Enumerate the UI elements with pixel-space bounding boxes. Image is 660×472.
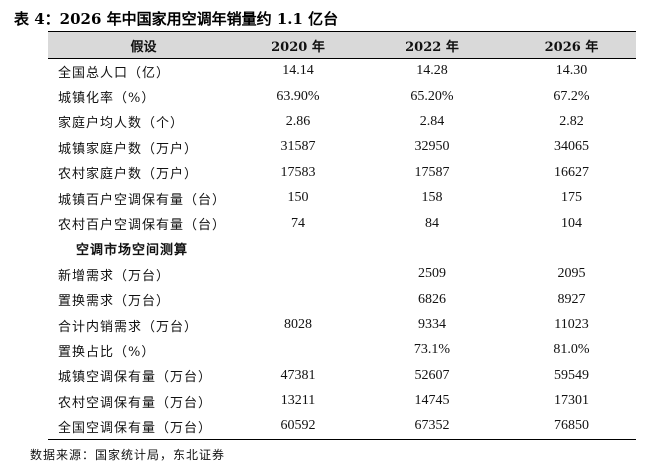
row-label: 城镇百户空调保有量（台） (58, 192, 227, 208)
row-label: 农村百户空调保有量（台） (58, 218, 227, 234)
row-label: 合计内销需求（万台） (58, 319, 199, 335)
cell-value: 34065 (554, 139, 589, 155)
cell-value: 2095 (557, 266, 586, 282)
cell-value (239, 338, 357, 363)
cell-value: 150 (287, 190, 309, 206)
data-table: 假设 2020 年 2022 年 2026 年 全国总人口（亿） 14.14 14.… (48, 31, 636, 440)
cell-value: 2.84 (419, 113, 445, 129)
row-label: 置换占比（%） (58, 344, 156, 360)
table-row: 城镇家庭户数（万户） 31587 32950 34065 (48, 135, 636, 160)
header-2020: 2020 年 (239, 31, 357, 59)
row-label: 城镇化率（%） (58, 91, 156, 107)
table-row: 城镇空调保有量（万台） 47381 52607 59549 (48, 363, 636, 388)
cell-value: 175 (561, 190, 582, 206)
cell-value: 104 (561, 215, 582, 231)
cell-value: 52607 (414, 367, 450, 383)
cell-value: 32950 (414, 139, 450, 155)
cell-value: 2509 (418, 266, 446, 282)
cell-value: 8927 (557, 291, 586, 307)
cell-value: 13211 (280, 393, 316, 409)
table-row: 农村百户空调保有量（台） 74 84 104 (48, 211, 636, 236)
table-title: 表 4：2026 年中国家用空调年销量约 1.1 亿台 (14, 10, 339, 28)
cell-value: 47381 (280, 367, 316, 383)
cell-value: 17301 (554, 393, 589, 409)
cell-value: 81.0% (553, 342, 590, 358)
cell-value: 14.28 (416, 63, 448, 79)
cell-value (357, 236, 507, 261)
cell-value (239, 236, 357, 261)
table-row: 农村家庭户数（万户） 17583 17587 16627 (48, 160, 636, 185)
cell-value: 63.90% (276, 88, 320, 104)
source-note: 数据来源：国家统计局，东北证券 (30, 448, 226, 462)
cell-value: 76850 (507, 413, 636, 440)
row-label: 城镇空调保有量（万台） (58, 370, 213, 386)
row-label: 新增需求（万台） (58, 268, 171, 284)
table-row: 全国总人口（亿） 14.14 14.28 14.30 (48, 59, 636, 84)
row-label: 全国空调保有量（万台） (48, 413, 239, 440)
cell-value: 6826 (418, 291, 446, 307)
cell-value: 84 (425, 215, 439, 231)
row-label: 家庭户均人数（个） (58, 116, 185, 132)
cell-value: 16627 (554, 164, 589, 180)
table-row: 全国空调保有量（万台） 60592 67352 76850 (48, 413, 636, 440)
cell-value: 67.2% (553, 88, 590, 104)
cell-value: 14.30 (555, 63, 588, 79)
table-row: 城镇百户空调保有量（台） 150 158 175 (48, 185, 636, 210)
table-body: 全国总人口（亿） 14.14 14.28 14.30 城镇化率（%） 63.90% 65.2… (48, 59, 636, 440)
table-header-row: 假设 2020 年 2022 年 2026 年 (48, 31, 636, 59)
table-row: 合计内销需求（万台） 8028 9334 11023 (48, 312, 636, 337)
cell-value: 2.86 (285, 113, 311, 129)
cell-value: 11023 (554, 317, 589, 333)
header-2026: 2026 年 (507, 31, 636, 59)
row-label: 置换需求（万台） (58, 294, 171, 310)
cell-value: 14.14 (282, 63, 314, 79)
table-row: 家庭户均人数（个） 2.86 2.84 2.82 (48, 109, 636, 134)
section-header-row: 空调市场空间测算 (48, 236, 636, 261)
cell-value: 8028 (284, 317, 312, 333)
header-assumption: 假设 (48, 31, 239, 59)
row-label: 全国总人口（亿） (58, 65, 171, 81)
row-label: 城镇家庭户数（万户） (58, 141, 199, 157)
cell-value: 60592 (239, 413, 357, 440)
cell-value (239, 287, 357, 312)
cell-value: 31587 (280, 139, 316, 155)
cell-value: 65.20% (410, 88, 454, 104)
section-label: 空调市场空间测算 (76, 243, 189, 259)
cell-value: 14745 (414, 393, 450, 409)
cell-value: 17583 (280, 164, 316, 180)
header-2022: 2022 年 (357, 31, 507, 59)
row-label: 农村家庭户数（万户） (58, 167, 199, 183)
cell-value: 59549 (554, 367, 589, 383)
table-row: 置换需求（万台） 6826 8927 (48, 287, 636, 312)
cell-value: 74 (291, 215, 305, 231)
cell-value: 158 (421, 190, 443, 206)
data-table-container: 假设 2020 年 2022 年 2026 年 全国总人口（亿） 14.14 14.… (48, 31, 636, 440)
table-row: 农村空调保有量（万台） 13211 14745 17301 (48, 389, 636, 414)
cell-value: 2.82 (559, 113, 584, 129)
cell-value: 73.1% (413, 342, 451, 358)
cell-value: 67352 (357, 413, 507, 440)
cell-value (239, 262, 357, 287)
cell-value: 17587 (414, 164, 450, 180)
row-label: 农村空调保有量（万台） (58, 395, 213, 411)
cell-value: 9334 (418, 317, 446, 333)
table-row: 置换占比（%） 73.1% 81.0% (48, 338, 636, 363)
table-row: 新增需求（万台） 2509 2095 (48, 262, 636, 287)
table-row: 城镇化率（%） 63.90% 65.20% 67.2% (48, 84, 636, 109)
cell-value (507, 236, 636, 261)
